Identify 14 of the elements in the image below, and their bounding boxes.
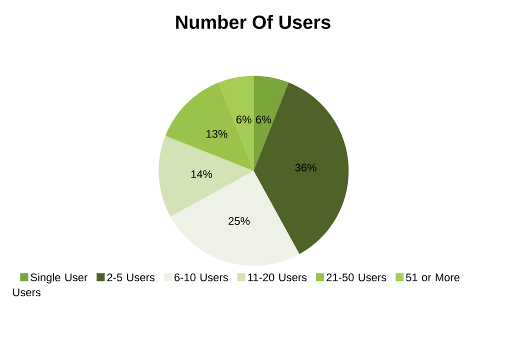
data-label: 14% <box>191 170 212 178</box>
data-label: 25% <box>228 217 250 225</box>
legend-label: 11-20 Users <box>248 274 307 282</box>
category-label: Users <box>13 288 41 296</box>
data-label: 13% <box>206 130 228 138</box>
data-label: 6% <box>236 116 252 124</box>
legend-label: 2-5 Users <box>107 274 155 282</box>
legend-label: Single User <box>30 273 88 284</box>
chart-title: Number Of Users <box>176 15 330 29</box>
legend-label: 6-10 Users <box>174 274 228 282</box>
legend-label: 21-50 Users <box>326 274 386 282</box>
category-label: 51 or More <box>406 274 460 282</box>
data-label: 6% <box>256 116 271 124</box>
data-label: 36% <box>295 164 316 172</box>
